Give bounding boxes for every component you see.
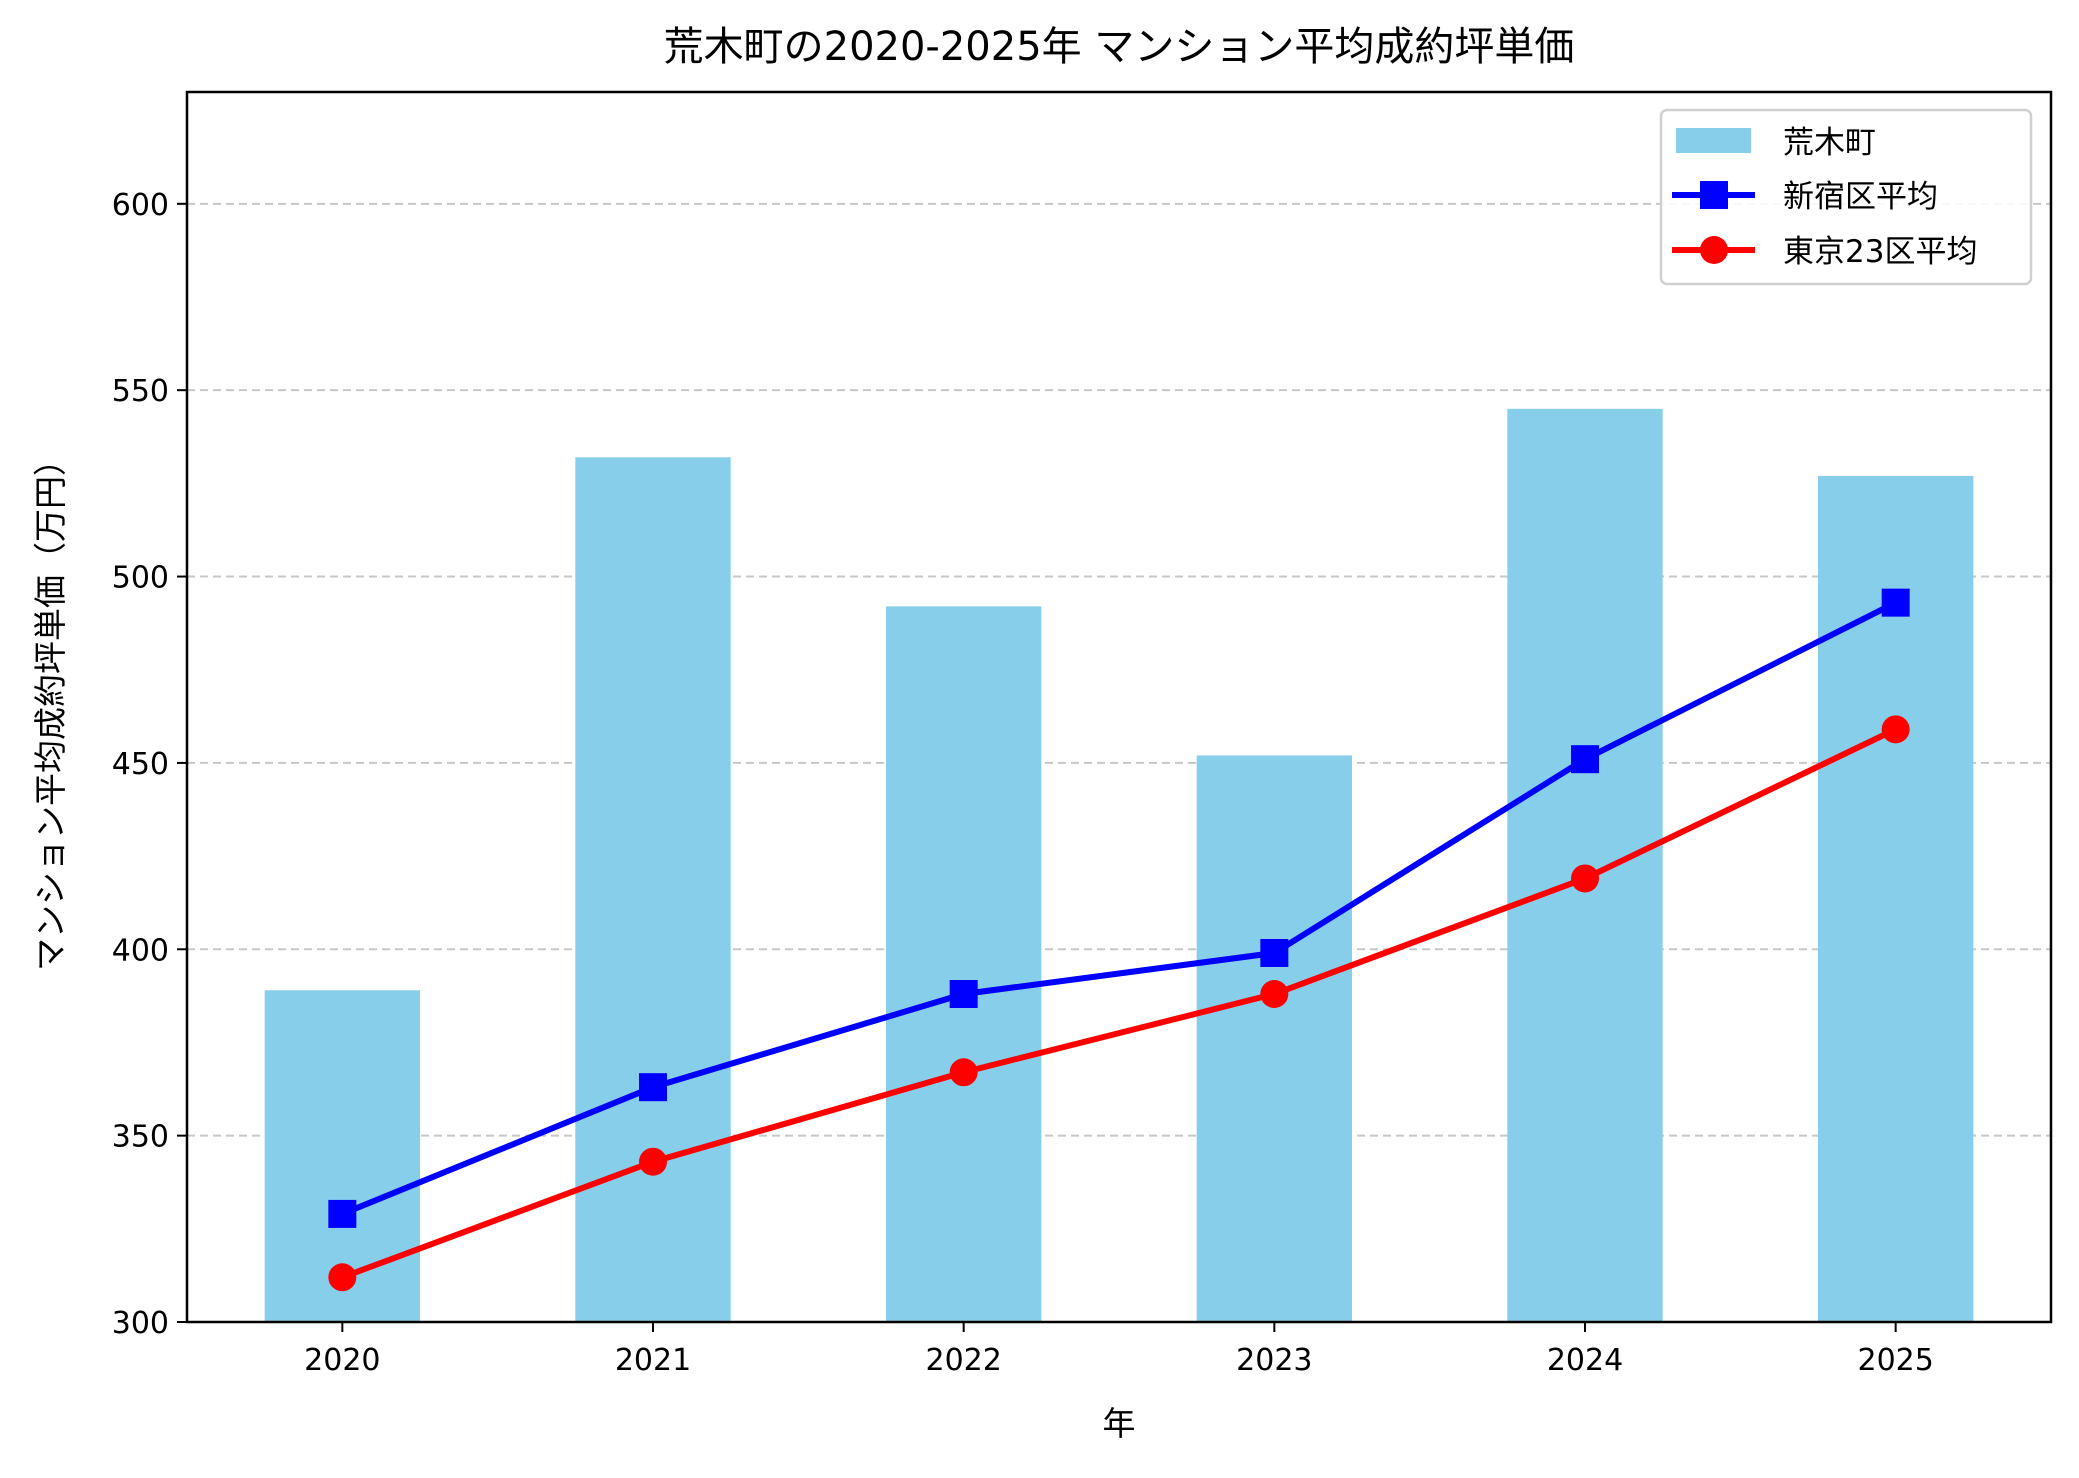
series-line <box>341 599 1898 1217</box>
y-tick-label: 450 <box>112 747 169 782</box>
legend: 荒木町 新宿区平均 東京23区平均 <box>1659 108 2033 286</box>
bar <box>575 457 731 1323</box>
x-tick-label: 2025 <box>1857 1343 1933 1378</box>
lines <box>328 588 1910 1292</box>
marker-square <box>949 980 978 1008</box>
chart-title: 荒木町の2020-2025年 マンション平均成約坪単価 <box>664 24 1575 70</box>
x-tick-label: 2021 <box>615 1343 691 1378</box>
y-tick-label: 500 <box>112 561 169 596</box>
plot-frame <box>185 90 2053 1324</box>
legend-label: 荒木町 <box>1783 125 1876 161</box>
grid-lines <box>187 202 2051 1137</box>
series-line <box>341 726 1897 1281</box>
bars <box>264 408 1974 1323</box>
bar <box>1196 755 1352 1322</box>
x-tick-label: 2020 <box>304 1343 380 1378</box>
marker-circle <box>328 1263 357 1292</box>
legend-marker-circle <box>1700 236 1728 264</box>
marker-square <box>639 1073 667 1102</box>
marker-square <box>1571 745 1599 774</box>
y-tick-label: 300 <box>112 1306 169 1341</box>
legend-label: 東京23区平均 <box>1783 234 1977 270</box>
y-axis-label: マンション平均成約坪単価（万円） <box>31 443 70 971</box>
y-axis: 300 350 400 450 500 550 600 <box>112 188 187 1341</box>
marker-circle <box>1571 864 1599 893</box>
marker-square <box>328 1199 357 1228</box>
legend-label: 新宿区平均 <box>1783 179 1938 215</box>
marker-circle <box>949 1058 978 1087</box>
marker-circle <box>1881 715 1910 744</box>
x-axis-label: 年 <box>1103 1404 1136 1443</box>
marker-square <box>1260 939 1289 967</box>
legend-swatch-bar <box>1676 128 1751 153</box>
bar <box>886 606 1042 1322</box>
marker-circle <box>1260 980 1289 1008</box>
bar <box>1818 475 1974 1323</box>
y-tick-label: 600 <box>112 188 169 223</box>
marker-circle <box>639 1147 667 1176</box>
x-tick-label: 2024 <box>1547 1343 1623 1378</box>
marker-square <box>1881 588 1910 617</box>
legend-box <box>1659 108 2033 286</box>
x-tick-label: 2023 <box>1236 1343 1312 1378</box>
y-tick-label: 550 <box>112 374 169 409</box>
y-tick-label: 400 <box>112 933 169 968</box>
x-tick-label: 2022 <box>925 1343 1001 1378</box>
legend-marker-square <box>1700 181 1728 209</box>
y-tick-label: 350 <box>112 1120 169 1155</box>
x-axis: 2020 2021 2022 2023 2024 2025 <box>304 1322 1934 1378</box>
